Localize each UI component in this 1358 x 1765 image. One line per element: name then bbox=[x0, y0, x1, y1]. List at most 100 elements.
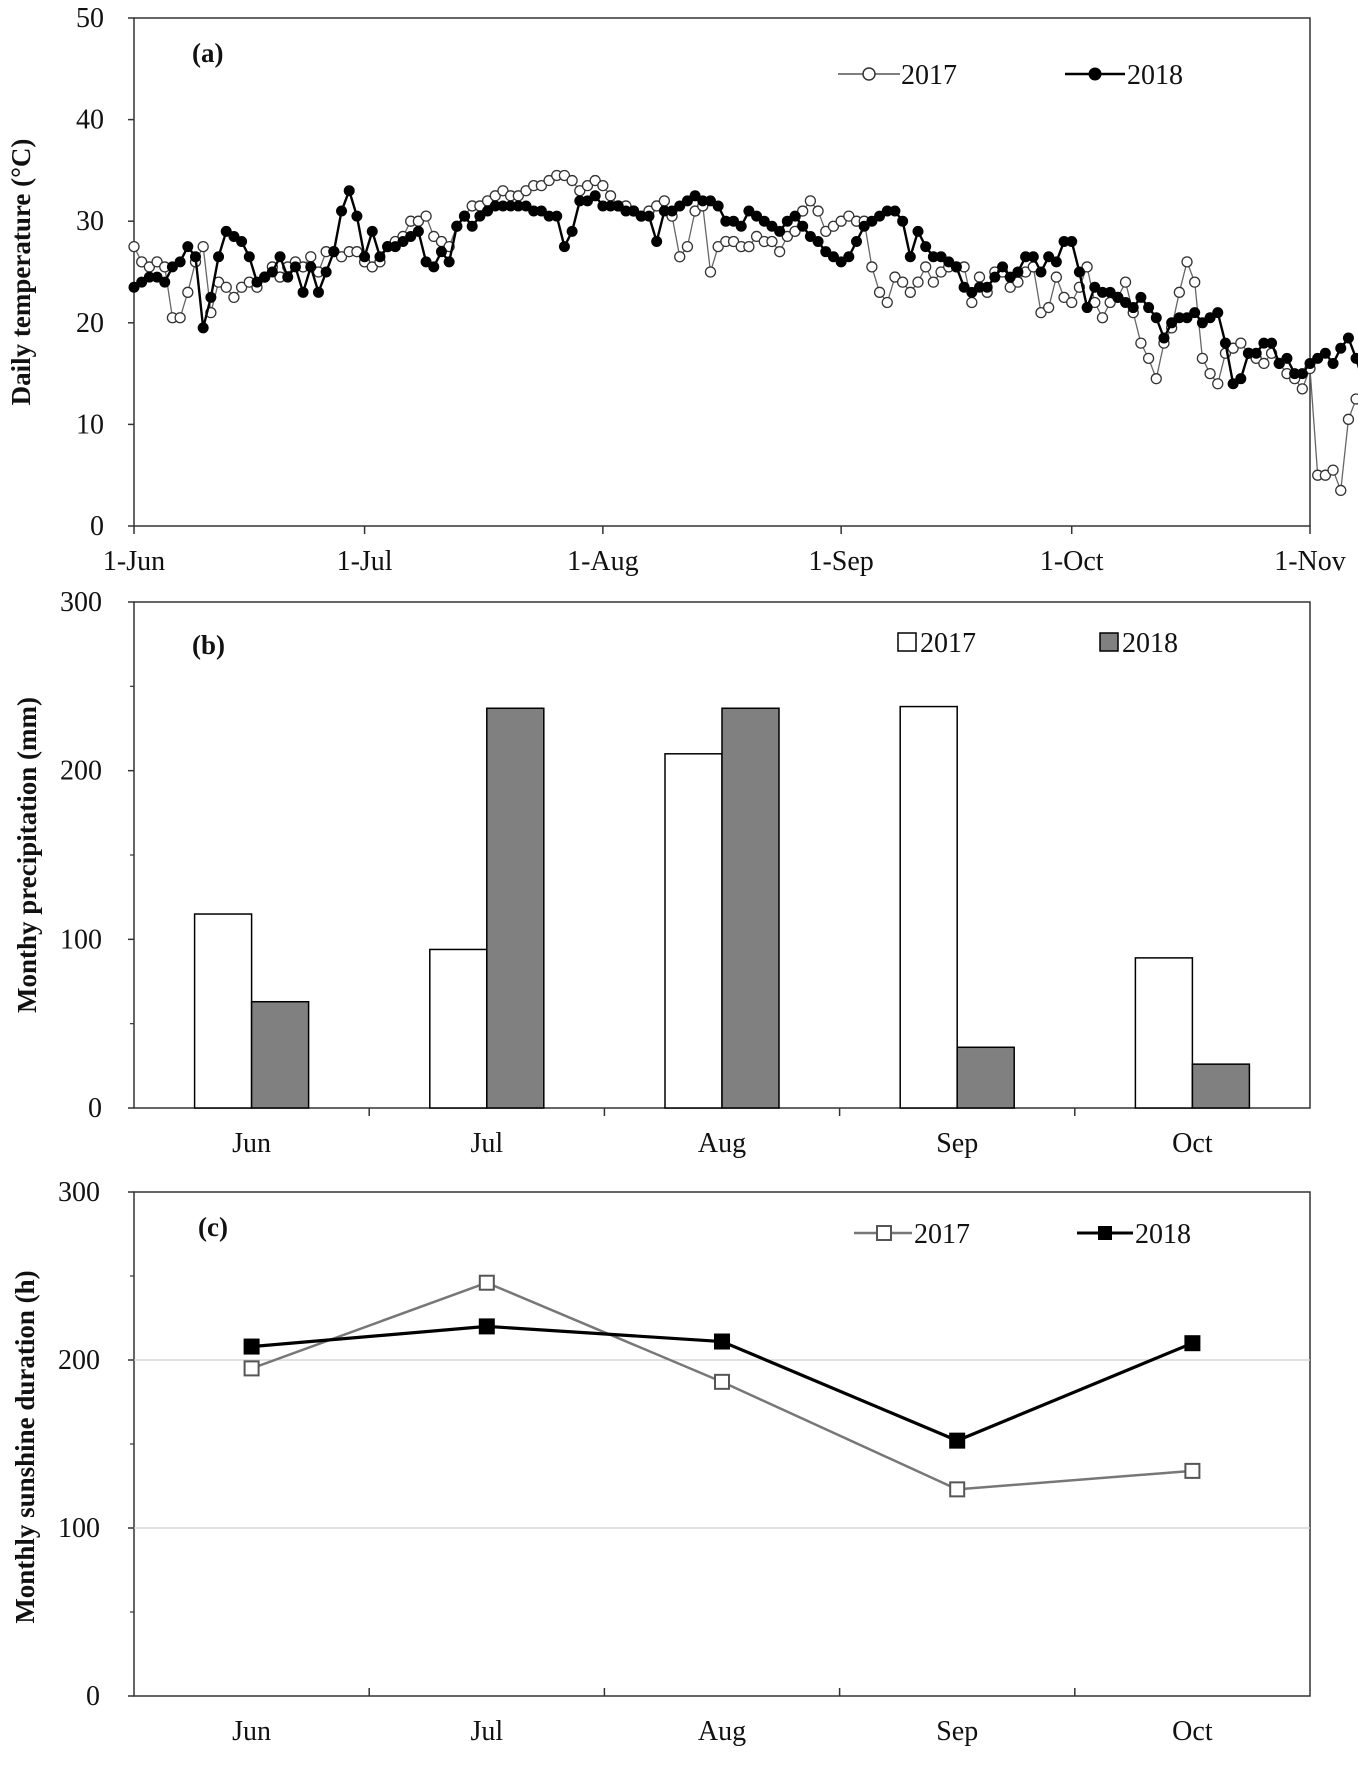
point-2018 bbox=[1212, 307, 1224, 319]
x-tick-label: Sep bbox=[936, 1716, 978, 1747]
point-2018 bbox=[897, 215, 909, 227]
panel-b-y-axis-title: Monthy precipitation (mm) bbox=[12, 697, 42, 1013]
point-2017 bbox=[750, 230, 763, 243]
point-2018 bbox=[1020, 251, 1032, 263]
x-tick-label: Jun bbox=[232, 1128, 271, 1159]
point-2018-Aug bbox=[714, 1333, 730, 1350]
point-2018-Jun bbox=[243, 1338, 260, 1355]
x-tick-label: 1-Aug bbox=[567, 546, 639, 577]
point-2018 bbox=[1027, 251, 1039, 263]
x-tick-label: Jun bbox=[232, 1716, 271, 1747]
point-2017 bbox=[674, 251, 686, 263]
point-2018 bbox=[1250, 347, 1262, 359]
point-2018 bbox=[981, 281, 993, 293]
point-2017 bbox=[1258, 357, 1270, 370]
point-2017 bbox=[1212, 378, 1224, 390]
point-2017 bbox=[1058, 291, 1070, 304]
panel-c-label: (c) bbox=[198, 1212, 228, 1242]
point-2017 bbox=[1081, 261, 1093, 273]
point-2018 bbox=[528, 205, 540, 217]
point-2018 bbox=[336, 205, 348, 217]
point-2018 bbox=[1066, 236, 1078, 248]
point-2017 bbox=[1043, 301, 1055, 314]
point-2017 bbox=[335, 251, 348, 263]
point-2017 bbox=[589, 174, 601, 187]
bar-2017-Jun bbox=[193, 913, 253, 1109]
point-2018 bbox=[950, 261, 962, 273]
point-2017-Jun bbox=[243, 1360, 260, 1377]
x-tick-label: Jul bbox=[470, 1128, 503, 1159]
point-2017 bbox=[881, 296, 893, 309]
point-2018 bbox=[351, 210, 363, 222]
point-2017 bbox=[820, 225, 832, 238]
point-2018 bbox=[1281, 352, 1293, 364]
point-2018 bbox=[1035, 266, 1047, 278]
point-2018 bbox=[643, 210, 655, 222]
y-tick-label: 200 bbox=[58, 1345, 100, 1376]
point-2017 bbox=[597, 179, 609, 192]
point-2018 bbox=[851, 236, 863, 248]
point-2017 bbox=[520, 185, 532, 197]
point-2017 bbox=[1196, 352, 1209, 365]
point-2018 bbox=[366, 225, 378, 237]
point-2017 bbox=[835, 215, 847, 227]
y-tick-label: 40 bbox=[76, 105, 104, 136]
point-2018 bbox=[428, 261, 440, 273]
point-2018 bbox=[1243, 347, 1255, 359]
point-2018 bbox=[797, 220, 809, 232]
legend-2017-marker bbox=[876, 1225, 892, 1241]
legend-2018-swatch bbox=[1099, 632, 1119, 652]
point-2018 bbox=[312, 286, 324, 298]
point-2017 bbox=[1050, 271, 1063, 283]
point-2017 bbox=[1335, 484, 1347, 497]
point-2017 bbox=[128, 240, 140, 253]
panel-b-x-ticks: Jun Jul Aug Sep Oct bbox=[232, 1108, 1213, 1159]
point-2018 bbox=[1335, 342, 1347, 354]
legend-2017-label: 2017 bbox=[920, 628, 976, 659]
point-2017 bbox=[1204, 367, 1216, 380]
point-2017-Oct bbox=[1184, 1462, 1201, 1479]
point-2018 bbox=[1219, 337, 1231, 349]
point-2017 bbox=[904, 286, 916, 298]
point-2018 bbox=[1135, 291, 1147, 303]
point-2018 bbox=[205, 291, 217, 303]
panel-b-legend: 2017 2018 bbox=[897, 628, 1178, 659]
x-tick-label: Oct bbox=[1172, 1716, 1213, 1747]
point-2018 bbox=[620, 205, 632, 217]
point-2018 bbox=[182, 241, 194, 253]
panel-c-series bbox=[243, 1274, 1201, 1498]
point-2017 bbox=[228, 291, 240, 304]
point-2017 bbox=[428, 230, 440, 243]
x-tick-label: Jul bbox=[470, 1716, 503, 1747]
point-2017 bbox=[1181, 256, 1193, 268]
y-tick-label: 100 bbox=[58, 1513, 100, 1544]
point-2017 bbox=[1035, 306, 1047, 319]
legend-2017-label: 2017 bbox=[914, 1219, 970, 1250]
x-tick-label: Oct bbox=[1172, 1128, 1213, 1159]
panel-a-plot-frame bbox=[133, 17, 1311, 527]
point-2018 bbox=[435, 246, 447, 258]
panel-b-precipitation-chart: (b) Monthy precipitation (mm) 0 100 200 300… bbox=[12, 587, 1311, 1159]
point-2018 bbox=[497, 200, 509, 212]
point-2017 bbox=[781, 230, 793, 243]
point-2017 bbox=[789, 225, 801, 238]
panel-b-label: (b) bbox=[192, 630, 225, 660]
bar-2017-Oct bbox=[1134, 957, 1194, 1109]
point-2017 bbox=[712, 240, 724, 253]
point-2018 bbox=[589, 190, 601, 202]
point-2017 bbox=[497, 185, 509, 197]
point-2018 bbox=[466, 220, 478, 232]
point-2018 bbox=[551, 210, 563, 222]
point-2018 bbox=[274, 251, 286, 263]
x-tick-label: Aug bbox=[698, 1128, 746, 1159]
point-2018 bbox=[697, 195, 709, 207]
point-2018 bbox=[266, 266, 278, 278]
point-2017 bbox=[966, 296, 978, 309]
bar-2017-Sep bbox=[899, 705, 958, 1109]
point-2017 bbox=[535, 179, 548, 192]
point-2017 bbox=[973, 271, 986, 283]
point-2017 bbox=[743, 240, 755, 253]
x-tick-label: Sep bbox=[936, 1128, 978, 1159]
point-2017 bbox=[812, 205, 824, 217]
